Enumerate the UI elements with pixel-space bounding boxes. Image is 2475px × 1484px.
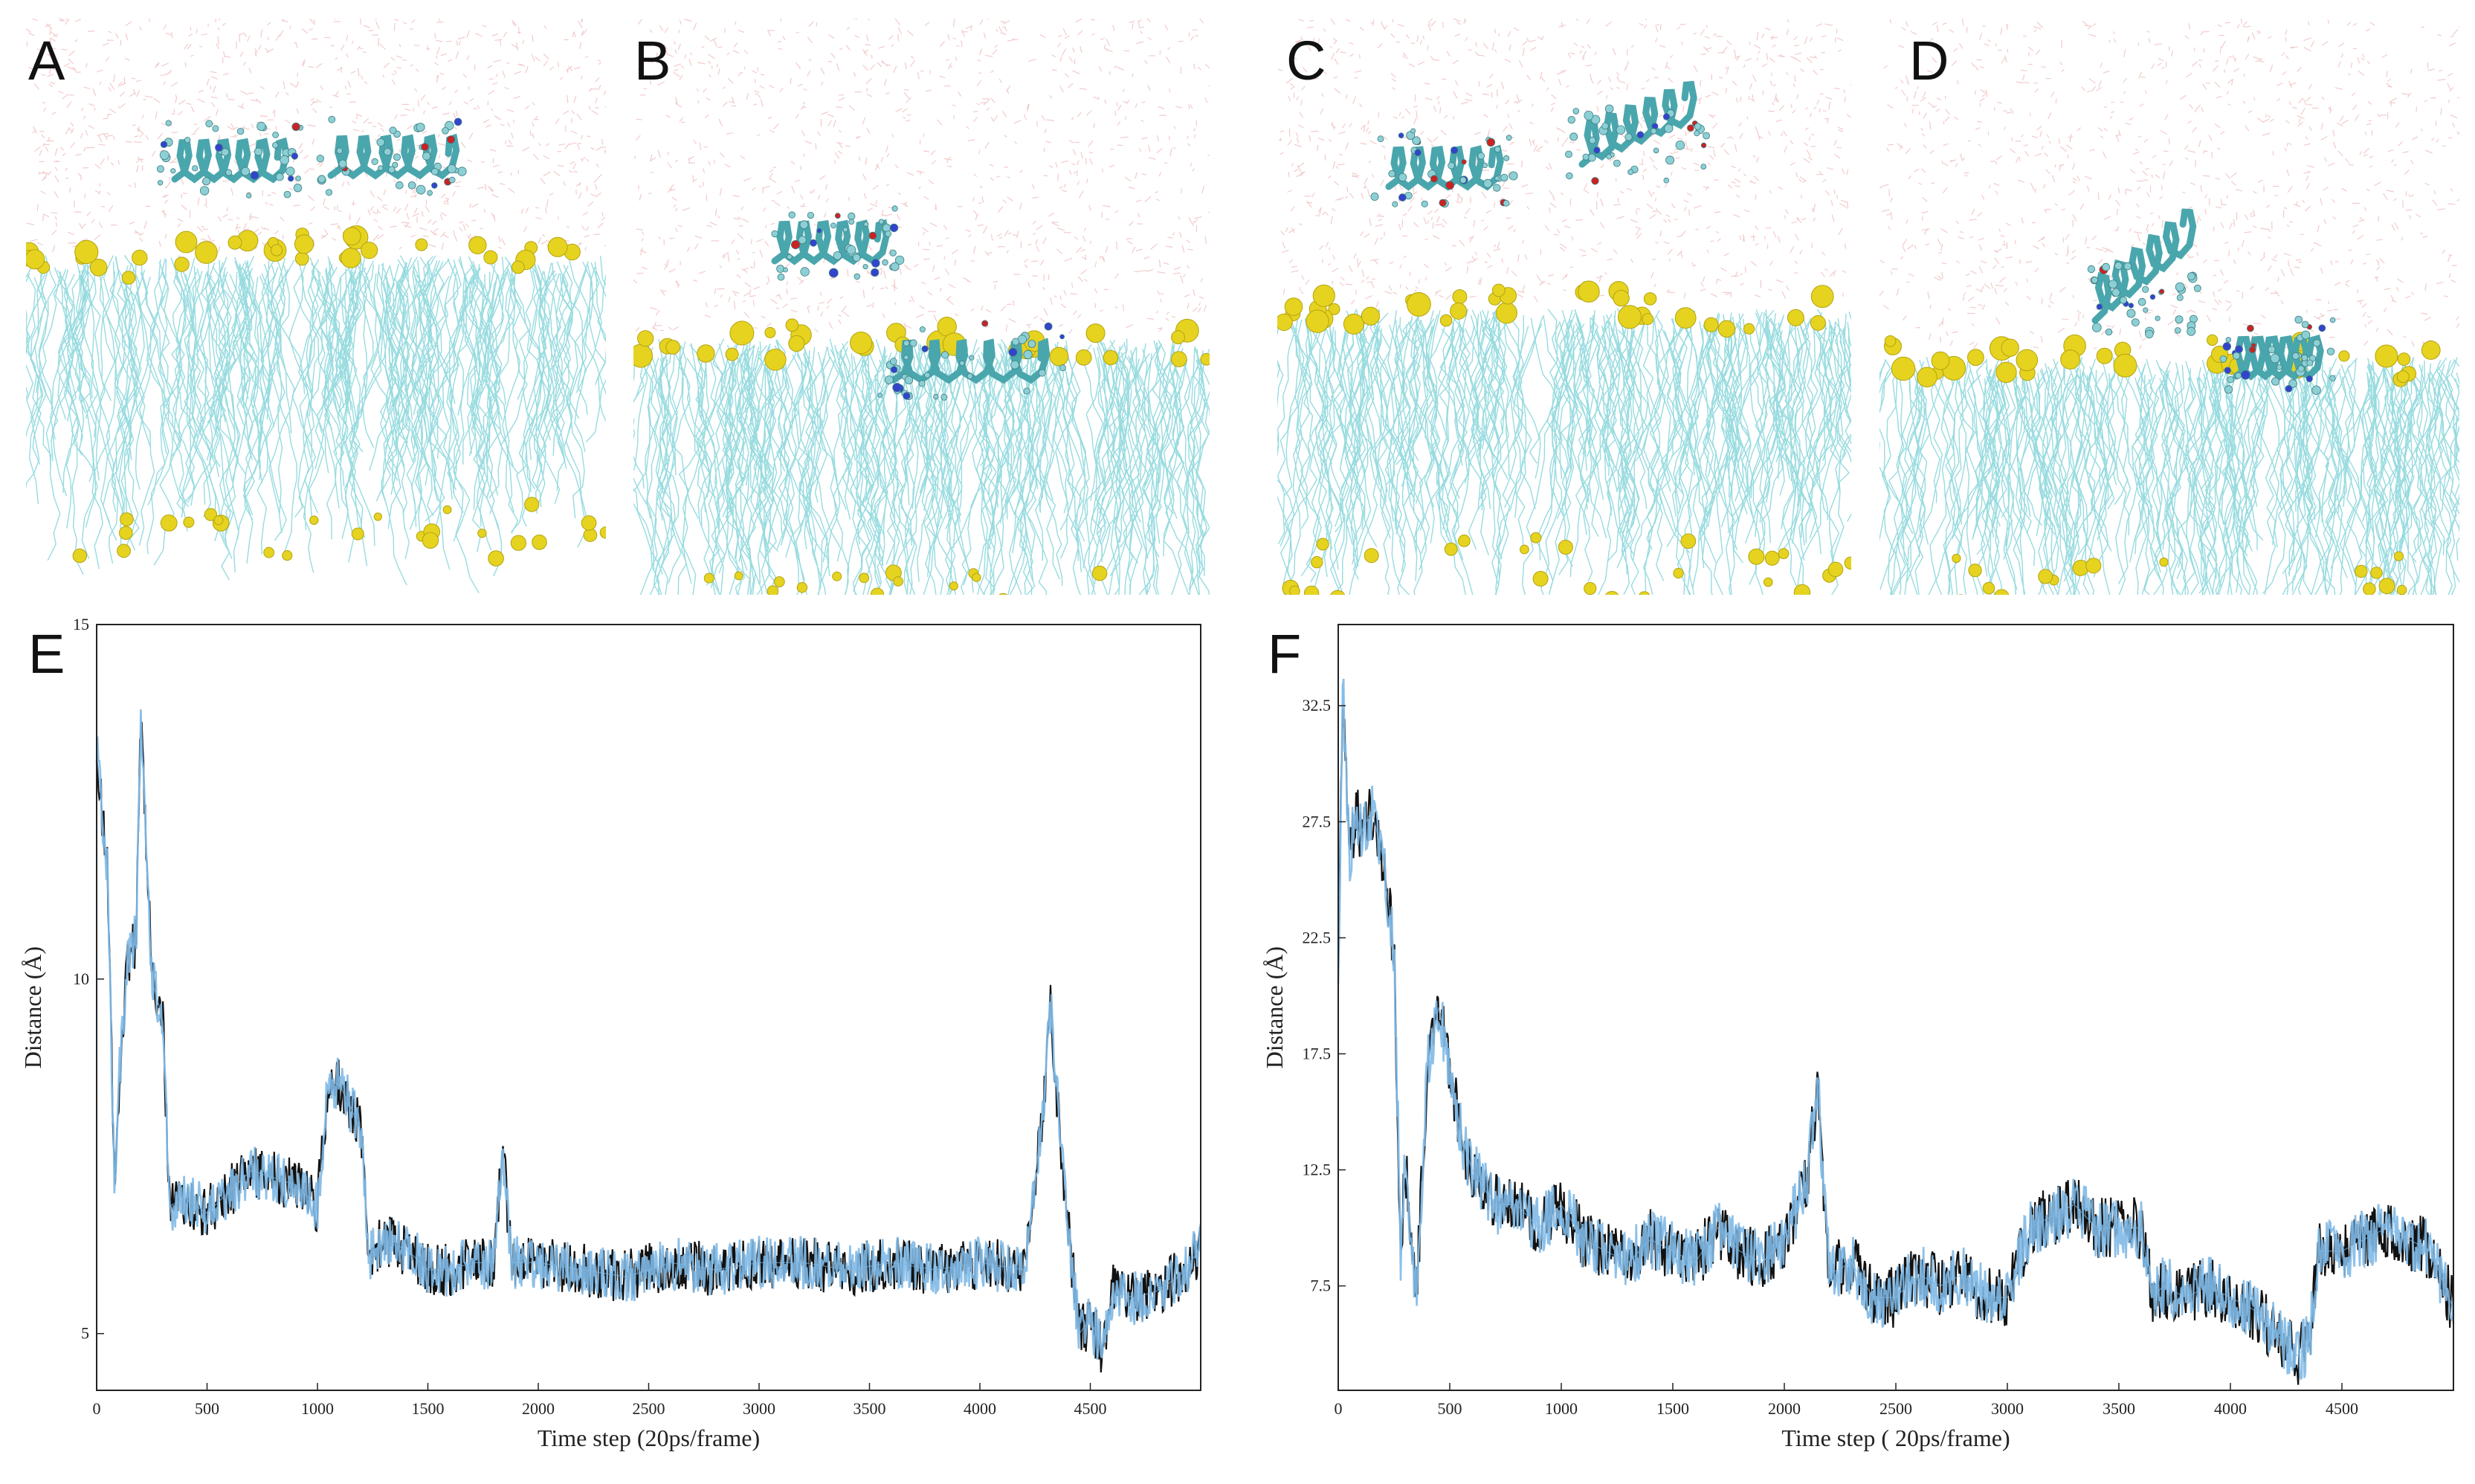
lipid-region [26,254,606,594]
panel-label-d: D [1909,30,1949,91]
x-tick-label: 4000 [964,1399,996,1418]
x-axis-label: Time step ( 20ps/frame) [1781,1425,2010,1451]
x-tick-label: 3000 [743,1399,775,1418]
x-tick-label: 4500 [1074,1399,1107,1418]
water-region [26,19,606,253]
x-tick-label: 3000 [1991,1399,2024,1418]
x-tick-label: 1500 [412,1399,445,1418]
snapshot-d [1879,19,2459,595]
chart-f-svg: 0 500 1000 1500 2000 2500 3000 3500 4000 4500 7.5 1… [1261,624,2455,1451]
y-tick-label: 5 [81,1324,89,1343]
y-tick-label: 15 [73,617,89,633]
peptide-structures [156,115,467,199]
x-tick-label: 1000 [301,1399,334,1418]
chart-e: 0 500 1000 1500 2000 2500 3000 3500 4000 4500 5 10 1… [0,617,1219,1484]
y-axis-label: Distance (Å) [1261,946,1288,1068]
snapshot-background [1277,19,1851,595]
snapshot-a [26,19,606,595]
panel-label-f: F [1268,623,1302,685]
x-tick-label: 2000 [522,1399,555,1418]
x-tick-label: 1500 [1656,1399,1689,1418]
y-tick-label: 22.5 [1303,928,1332,946]
snapshot-b [633,19,1210,595]
water-region [1277,19,1851,308]
x-tick-label: 500 [195,1399,219,1418]
chart-e-svg: 0 500 1000 1500 2000 2500 3000 3500 4000 4500 5 10 1… [19,617,1202,1451]
phosphate-spheres [26,225,606,567]
water-region [633,19,1210,337]
phosphate-spheres [1277,280,1851,595]
snapshot-a-image [26,19,606,595]
x-axis-label: Time step (20ps/frame) [538,1425,760,1451]
y-tick-label: 17.5 [1303,1044,1332,1062]
series-trace-light [95,709,1202,1360]
x-tick-label: 1000 [1545,1399,1578,1418]
x-tick-label: 4500 [2326,1399,2358,1418]
y-tick-label: 27.5 [1303,812,1332,830]
panel-label-e: E [28,623,65,685]
y-tick-label: 10 [73,970,89,988]
panel-label-a: A [28,30,65,91]
panel-label-b: B [634,30,671,91]
y-axis-label: Distance (Å) [19,946,46,1068]
x-tick-label: 0 [1335,1399,1343,1418]
x-tick-label: 4000 [2214,1399,2247,1418]
y-tick-label: 7.5 [1311,1277,1332,1295]
x-tick-label: 2500 [1879,1399,1912,1418]
peptide-structures [771,205,1066,401]
snapshot-d-image [1879,19,2459,595]
x-tick-label: 3500 [2103,1399,2135,1418]
x-tick-label: 2000 [1768,1399,1801,1418]
y-tick-label: 32.5 [1303,696,1332,714]
snapshot-c [1277,19,1851,595]
y-tick-label: 12.5 [1303,1160,1332,1178]
snapshot-b-image [633,19,1210,595]
peptide-structures [1370,80,1710,208]
x-tick-label: 3500 [853,1399,886,1418]
x-tick-label: 0 [93,1399,101,1418]
series-line [1337,682,2454,1357]
x-tick-label: 500 [1438,1399,1462,1418]
x-tick-label: 2500 [633,1399,665,1418]
snapshot-c-image [1277,19,1851,595]
chart-f: 0 500 1000 1500 2000 2500 3000 3500 4000 4500 7.5 1… [1234,617,2475,1484]
series-line [96,709,1201,1350]
panel-label-c: C [1286,30,1326,91]
lipid-region [1879,356,2459,595]
series-trace-light [1337,678,2455,1381]
lipid-region [1277,308,1851,595]
peptide-structures [2087,208,2336,395]
